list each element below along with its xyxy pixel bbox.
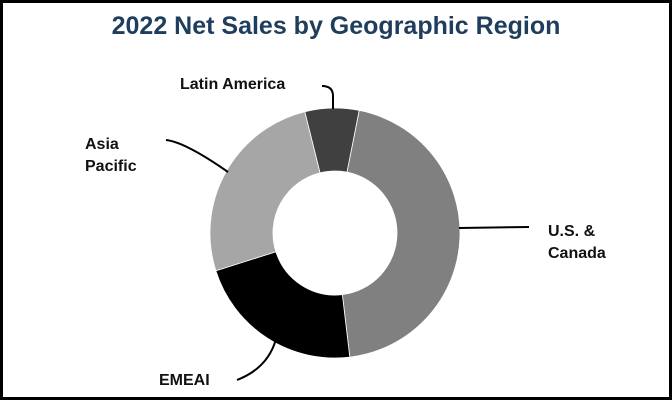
label-latin-america: Latin America <box>180 76 286 93</box>
leader-line-us-canada <box>458 226 530 229</box>
leader-line-emeai <box>236 338 277 381</box>
slice-u-s-canada <box>341 109 461 358</box>
chart-title: 2022 Net Sales by Geographic Region <box>111 12 561 40</box>
slice-asia-pacific <box>209 111 321 272</box>
label-emeai: EMEAI <box>159 372 210 389</box>
leader-line-latin-america <box>321 85 334 109</box>
slice-emeai <box>215 251 351 359</box>
label-us-canada-line1: U.S. & <box>548 223 596 240</box>
label-asia-pacific-line2: Pacific <box>85 158 137 175</box>
leader-line-asia-pacific <box>165 139 229 173</box>
label-us-canada-line2: Canada <box>548 245 606 262</box>
label-asia-pacific-line1: Asia <box>85 136 119 153</box>
